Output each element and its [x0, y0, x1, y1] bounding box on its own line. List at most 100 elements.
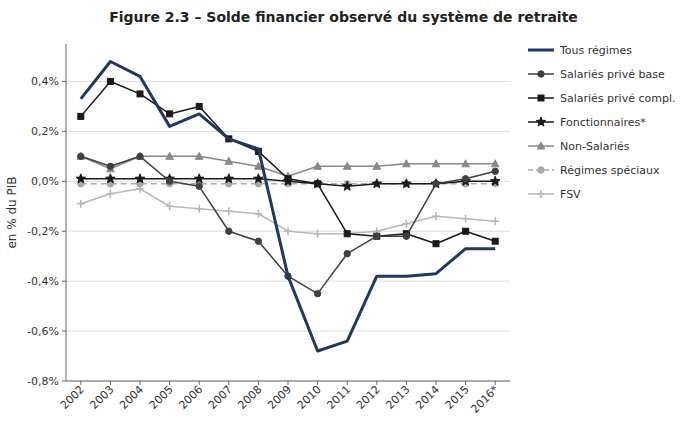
point	[137, 91, 143, 97]
point	[342, 181, 352, 190]
y-tick	[62, 231, 66, 232]
axes: -0,8%-0,6%-0,4%-0,2%0,0%0,2%0,4%20022003…	[27, 44, 510, 416]
point	[78, 153, 84, 159]
x-tick-label: 2009	[265, 383, 294, 412]
x-tick-label: 2016*	[468, 383, 501, 416]
grid-line	[66, 81, 510, 82]
y-tick	[62, 131, 66, 132]
series	[77, 185, 499, 238]
point	[196, 183, 202, 189]
point	[77, 200, 85, 208]
point	[402, 179, 412, 188]
y-axis-label: en % du PIB	[5, 176, 19, 248]
x-tick	[110, 381, 111, 385]
chart: Figure 2.3 – Solde financier observé du …	[0, 0, 687, 433]
x-tick-label: 2005	[147, 383, 176, 412]
y-axis-line	[66, 44, 67, 381]
x-tick-label: 2012	[354, 383, 383, 412]
grid-line	[66, 281, 510, 282]
x-tick	[465, 381, 466, 385]
y-tick-label: 0,0%	[31, 175, 59, 188]
x-tick	[495, 381, 496, 385]
x-tick-label: 2013	[384, 383, 413, 412]
point	[431, 179, 441, 188]
point	[432, 212, 440, 220]
x-tick	[347, 381, 348, 385]
point	[402, 220, 410, 228]
x-tick	[317, 381, 318, 385]
point	[106, 174, 116, 183]
point	[167, 111, 173, 117]
point	[314, 162, 322, 169]
legend-label: FSV	[560, 188, 581, 201]
x-tick-label: 2008	[236, 383, 265, 412]
x-tick	[436, 381, 437, 385]
series	[78, 78, 498, 246]
grid-line	[66, 331, 510, 332]
point	[78, 113, 84, 119]
legend-marker	[537, 142, 545, 149]
y-tick	[62, 381, 66, 382]
point	[106, 190, 114, 198]
point	[492, 238, 498, 244]
series	[76, 174, 500, 191]
title: Figure 2.3 – Solde financier observé du …	[109, 9, 578, 25]
point	[315, 181, 321, 187]
x-tick	[228, 381, 229, 385]
point	[254, 174, 264, 183]
y-tick	[62, 181, 66, 182]
legend-marker	[538, 95, 544, 101]
x-tick-label: 2004	[117, 383, 146, 412]
y-tick	[62, 81, 66, 82]
y-tick	[62, 331, 66, 332]
legend-marker	[538, 71, 544, 77]
point	[344, 231, 350, 237]
legend-label: Fonctionnaires*	[560, 116, 646, 129]
series	[81, 61, 495, 351]
point	[166, 202, 174, 210]
x-tick-label: 2011	[324, 383, 353, 412]
point	[107, 78, 113, 84]
point	[490, 176, 500, 185]
x-tick	[376, 381, 377, 385]
x-tick	[406, 381, 407, 385]
point	[432, 160, 440, 167]
point	[76, 174, 86, 183]
legend-marker	[537, 190, 545, 198]
point	[461, 176, 471, 185]
point	[374, 233, 380, 239]
x-tick-label: 2007	[206, 383, 235, 412]
point	[285, 176, 291, 182]
line	[81, 61, 495, 351]
grid-line	[66, 131, 510, 132]
x-tick-label: 2006	[176, 383, 205, 412]
y-tick-label: -0,2%	[27, 225, 59, 238]
legend-label: Régimes spéciaux	[560, 164, 660, 177]
x-tick-label: 2015	[443, 383, 472, 412]
y-tick-label: 0,2%	[31, 125, 59, 138]
x-tick-label: 2014	[413, 383, 442, 412]
x-tick-label: 2002	[58, 383, 87, 412]
point	[314, 181, 320, 187]
legend-swatch	[528, 49, 554, 52]
plot-area	[76, 61, 500, 351]
point	[372, 179, 382, 188]
y-tick-label: -0,4%	[27, 275, 59, 288]
legend-label: Salariés privé compl.	[560, 92, 675, 105]
legend-label: Non-Salariés	[560, 140, 630, 153]
point	[403, 160, 411, 167]
y-tick-label: -0,8%	[27, 375, 59, 388]
line	[81, 81, 495, 243]
point	[283, 176, 293, 185]
x-tick-label: 2003	[88, 383, 117, 412]
x-tick	[140, 381, 141, 385]
legend-marker	[536, 117, 546, 126]
point	[462, 160, 470, 167]
legend: Tous régimesSalariés privé baseSalariés …	[528, 44, 675, 201]
point	[194, 174, 204, 183]
point	[373, 162, 381, 169]
point	[225, 207, 233, 215]
point	[255, 238, 261, 244]
x-tick	[288, 381, 289, 385]
point	[107, 163, 113, 169]
